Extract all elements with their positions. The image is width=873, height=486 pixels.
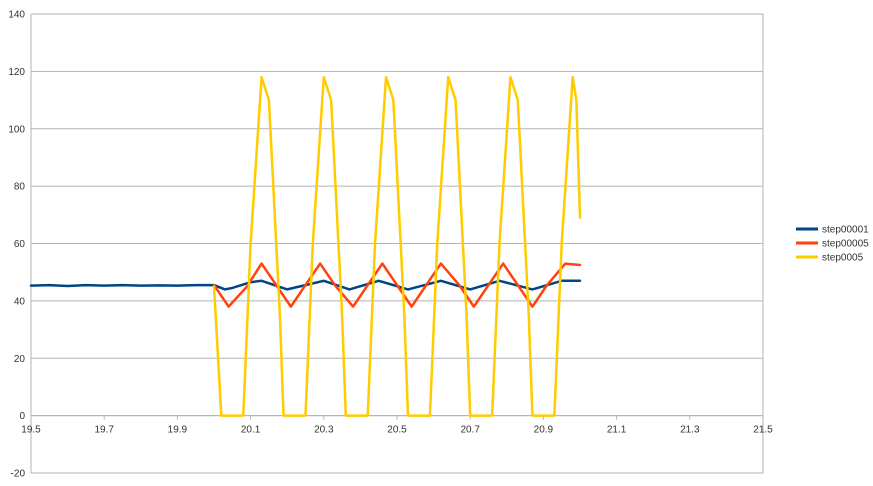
series-line-step0005 (212, 75, 582, 417)
y-tick-label: 80 (14, 182, 26, 193)
series-lines (29, 75, 582, 417)
x-tick-label: 20.7 (460, 425, 480, 436)
legend-label: step00001 (822, 225, 869, 236)
y-tick-label: 40 (14, 296, 26, 307)
x-tick-label: 21.5 (753, 425, 773, 436)
x-tick-label: 19.5 (21, 425, 41, 436)
y-tick-label: 0 (19, 411, 25, 422)
x-tick-label: 21.1 (607, 425, 627, 436)
y-tick-label: 140 (8, 10, 25, 21)
x-tick-label: 19.9 (168, 425, 188, 436)
y-tick-label: 20 (14, 354, 26, 365)
legend-item: step0005 (796, 253, 864, 264)
legend: step00001 step00005 step0005 (796, 225, 869, 264)
legend-label: step0005 (822, 253, 864, 264)
axes: -20 0 20 40 60 80 100 120 140 19.5 19.7 19.9 20.1 20.… (8, 10, 773, 480)
x-tick-label: 20.5 (387, 425, 407, 436)
y-tick-label: 100 (8, 124, 25, 135)
x-tick-label: 20.3 (314, 425, 334, 436)
series-line-step00005 (212, 262, 582, 308)
legend-item: step00001 (796, 225, 869, 236)
gridlines (31, 13, 763, 474)
legend-label: step00005 (822, 239, 869, 250)
x-tick-label: 20.9 (534, 425, 554, 436)
x-tick-label: 21.3 (680, 425, 700, 436)
y-tick-label: 60 (14, 239, 26, 250)
x-tick-label: 20.1 (241, 425, 261, 436)
y-tick-label: 120 (8, 67, 25, 78)
x-tick-label: 19.7 (94, 425, 114, 436)
legend-item: step00005 (796, 239, 869, 250)
y-tick-label: -20 (11, 469, 26, 480)
